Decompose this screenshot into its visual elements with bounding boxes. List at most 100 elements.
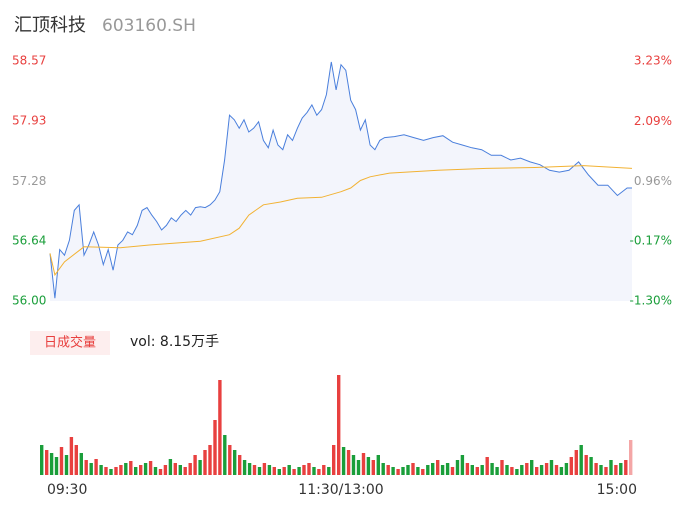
volume-bar bbox=[525, 463, 529, 475]
volume-bar bbox=[455, 460, 460, 475]
volume-bar bbox=[604, 467, 608, 475]
volume-bar bbox=[178, 465, 182, 475]
volume-bar bbox=[436, 460, 440, 475]
volume-bar bbox=[515, 469, 519, 475]
volume-bar bbox=[332, 445, 336, 475]
volume-bar bbox=[312, 467, 316, 475]
volume-label: 日成交量 bbox=[44, 335, 96, 351]
volume-bar bbox=[366, 457, 371, 475]
y2-tick-label: 2.09% bbox=[634, 114, 672, 128]
volume-bar bbox=[624, 460, 628, 475]
volume-bar bbox=[89, 463, 93, 475]
volume-bar bbox=[99, 465, 103, 475]
y-tick-label: 56.64 bbox=[12, 234, 46, 248]
volume-bar bbox=[505, 465, 509, 475]
y2-tick-label: 3.23% bbox=[634, 54, 672, 68]
volume-bar bbox=[535, 467, 539, 475]
volume-bar bbox=[475, 467, 479, 475]
volume-bar bbox=[351, 455, 356, 475]
volume-bar bbox=[341, 447, 346, 475]
volume-bar bbox=[287, 465, 291, 475]
volume-bar bbox=[94, 459, 98, 475]
volume-bar bbox=[406, 465, 410, 475]
volume-bar bbox=[421, 469, 425, 475]
volume-bar bbox=[584, 455, 588, 475]
volume-bar bbox=[79, 453, 83, 475]
volume-bar bbox=[297, 467, 301, 475]
volume-bar bbox=[495, 467, 499, 475]
volume-text: vol: 8.15万手 bbox=[130, 334, 219, 350]
volume-bar bbox=[361, 453, 366, 475]
volume-bar bbox=[233, 450, 237, 475]
y-tick-label: 56.00 bbox=[12, 294, 46, 308]
volume-bar bbox=[599, 465, 603, 475]
volume-bar bbox=[371, 460, 375, 475]
volume-bar bbox=[470, 465, 474, 475]
volume-bar bbox=[104, 467, 108, 475]
volume-bar bbox=[619, 463, 623, 475]
y-tick-label: 57.28 bbox=[12, 174, 46, 188]
y-tick-label: 58.57 bbox=[12, 54, 46, 68]
volume-bar bbox=[520, 465, 524, 475]
volume-bar bbox=[356, 460, 361, 475]
volume-bar bbox=[54, 457, 59, 475]
volume-bar bbox=[416, 467, 420, 475]
volume-bar bbox=[153, 467, 158, 475]
volume-bar bbox=[257, 467, 262, 475]
price-line bbox=[49, 61, 632, 299]
volume-bar bbox=[401, 467, 405, 475]
volume-bar bbox=[530, 460, 534, 475]
volume-bar bbox=[218, 380, 222, 475]
volume-bar bbox=[203, 450, 207, 475]
volume-bar bbox=[549, 460, 554, 475]
volume-bar bbox=[480, 465, 484, 475]
volume-bar bbox=[292, 469, 296, 475]
volume-bar bbox=[45, 450, 49, 475]
volume-bar bbox=[173, 463, 177, 475]
volume-bar bbox=[490, 463, 494, 475]
volume-bar bbox=[267, 465, 272, 475]
volume-bar bbox=[198, 460, 202, 475]
volume-bar bbox=[208, 445, 212, 475]
volume-bar bbox=[129, 461, 133, 475]
chart-subtitle: 603160.SH bbox=[102, 16, 196, 36]
volume-bar bbox=[119, 465, 123, 475]
chart-title: 汇顶科技 bbox=[14, 15, 86, 36]
price-area bbox=[50, 61, 632, 302]
volume-bar bbox=[564, 463, 569, 475]
volume-bar bbox=[84, 460, 88, 475]
volume-bar bbox=[386, 465, 390, 475]
volume-bar bbox=[327, 467, 331, 475]
volume-bar bbox=[59, 447, 64, 475]
volume-bar bbox=[440, 465, 445, 475]
volume-bar bbox=[411, 463, 415, 475]
volume-bar bbox=[589, 457, 593, 475]
x-tick-label: 15:00 bbox=[597, 482, 637, 498]
volume-bar bbox=[148, 461, 153, 475]
volume-bar bbox=[569, 457, 573, 475]
volume-bar bbox=[445, 463, 450, 475]
volume-bar bbox=[500, 460, 504, 475]
volume-badge bbox=[30, 331, 110, 355]
volume-bar bbox=[376, 455, 380, 475]
volume-bar bbox=[322, 465, 326, 475]
volume-bar bbox=[579, 445, 583, 475]
volume-bar bbox=[158, 469, 163, 475]
volume-bar bbox=[262, 463, 267, 475]
volume-bar bbox=[554, 465, 559, 475]
volume-bar bbox=[183, 467, 187, 475]
volume-bar bbox=[134, 467, 138, 475]
volume-bar bbox=[252, 465, 257, 475]
volume-bar bbox=[247, 463, 252, 475]
volume-bar bbox=[431, 463, 435, 475]
volume-bar bbox=[539, 465, 544, 475]
volume-bar bbox=[609, 460, 613, 475]
volume-bar bbox=[49, 453, 54, 475]
volume-bar bbox=[465, 463, 470, 475]
volume-bar bbox=[396, 469, 400, 475]
volume-bar bbox=[242, 460, 247, 475]
volume-bar bbox=[277, 469, 281, 475]
volume-bar bbox=[223, 435, 227, 475]
volume-bar bbox=[188, 463, 192, 475]
